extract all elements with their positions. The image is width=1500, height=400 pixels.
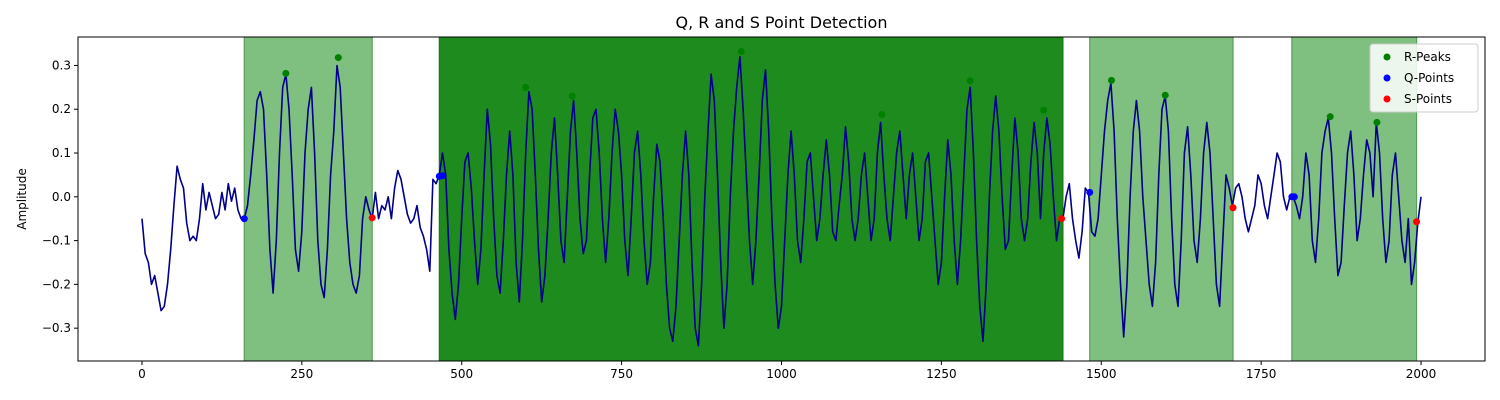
r-peaks-marker	[1040, 106, 1048, 114]
s-points-marker	[1229, 204, 1237, 212]
s-points-legend-label: S-Points	[1404, 92, 1452, 106]
r-peaks-marker	[334, 54, 342, 62]
r-peaks-legend-marker	[1383, 53, 1391, 61]
r-peaks-marker	[878, 110, 886, 118]
r-peaks-marker	[966, 77, 974, 85]
r-peaks-marker	[1161, 91, 1169, 99]
shaded-regions	[243, 37, 1418, 361]
legend: R-Peaks Q-Points S-Points	[1369, 43, 1479, 113]
y-tick-label: 0.2	[52, 102, 71, 116]
q-points-legend-label: Q-Points	[1404, 71, 1454, 85]
y-tick-label: 0.0	[52, 190, 71, 204]
y-tick-label: 0.3	[52, 58, 71, 72]
y-axis-label: Amplitude	[15, 168, 29, 230]
r-peaks-marker	[1326, 113, 1334, 121]
s-points-legend-marker	[1383, 95, 1391, 103]
x-axis: 0 250 500 750 1000 1250 1500 1750 2000	[138, 361, 1436, 381]
shaded-region-2	[439, 37, 1063, 361]
y-axis: −0.3 −0.2 −0.1 0.0 0.1 0.2 0.3	[42, 58, 78, 335]
q-points-marker	[439, 172, 447, 180]
r-peaks-marker	[737, 47, 745, 55]
x-tick-label: 750	[610, 367, 633, 381]
r-peaks-marker	[568, 92, 576, 100]
x-tick-label: 1750	[1246, 367, 1277, 381]
s-points-marker	[368, 214, 376, 222]
chart-title: Q, R and S Point Detection	[676, 13, 888, 32]
x-tick-label: 2000	[1406, 367, 1437, 381]
legend-box	[1369, 43, 1479, 113]
q-points-marker	[1086, 188, 1094, 196]
shaded-region-1	[244, 37, 373, 361]
s-points-marker	[1058, 215, 1066, 223]
x-tick-label: 1500	[1086, 367, 1117, 381]
y-tick-label: 0.1	[52, 146, 71, 160]
shaded-region-3	[1089, 37, 1234, 361]
r-peaks-marker	[522, 83, 530, 91]
x-tick-label: 1000	[766, 367, 797, 381]
x-tick-label: 500	[450, 367, 473, 381]
q-points-marker	[1290, 193, 1298, 201]
x-tick-label: 250	[290, 367, 313, 381]
y-tick-label: −0.2	[42, 277, 71, 291]
signal-layer	[141, 55, 1422, 347]
q-points-marker	[240, 215, 248, 223]
signal-line	[141, 55, 1422, 347]
marker-layer	[240, 47, 1421, 226]
s-points-marker	[1413, 218, 1421, 226]
x-tick-label: 0	[138, 367, 146, 381]
r-peaks-marker	[1373, 118, 1381, 126]
x-tick-label: 1250	[926, 367, 957, 381]
r-peaks-marker	[1108, 76, 1116, 84]
r-peaks-legend-label: R-Peaks	[1404, 50, 1451, 64]
r-peaks-marker	[282, 69, 290, 77]
y-tick-label: −0.1	[42, 234, 71, 248]
q-points-legend-marker	[1383, 74, 1391, 82]
y-tick-label: −0.3	[42, 321, 71, 335]
